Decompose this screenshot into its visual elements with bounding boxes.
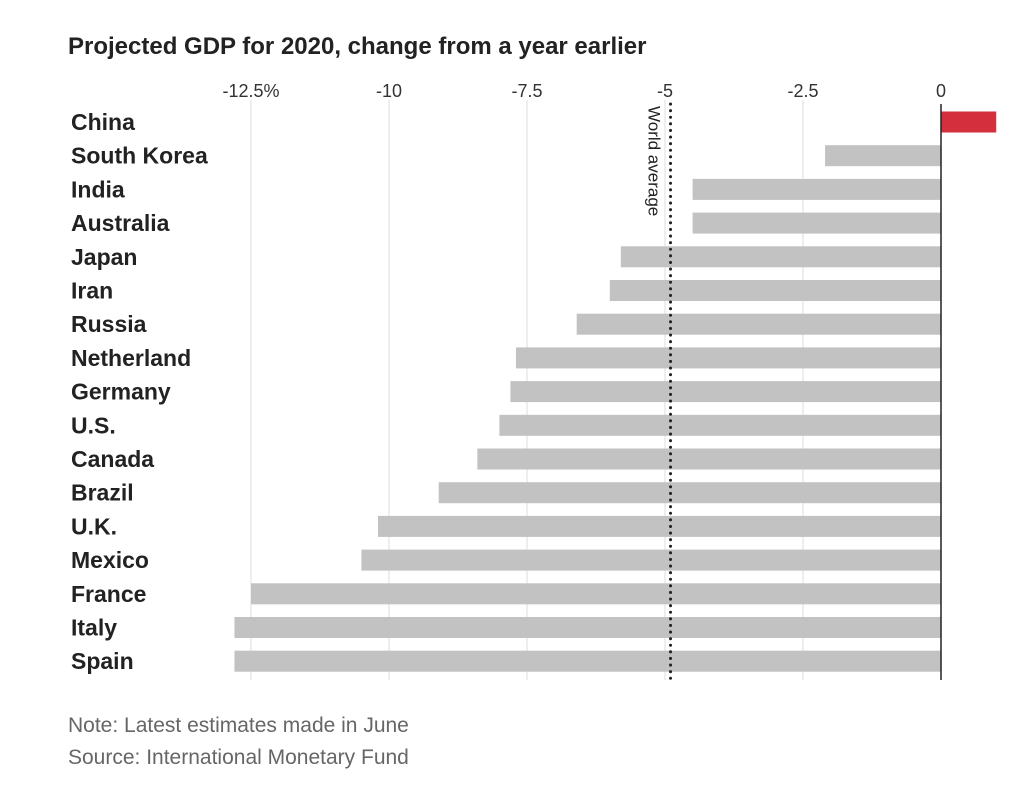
category-label: Japan bbox=[71, 244, 137, 270]
bar-australia bbox=[692, 212, 941, 234]
world-average-reference: World average bbox=[645, 102, 673, 682]
category-label: South Korea bbox=[71, 143, 208, 169]
bar-india bbox=[692, 178, 941, 200]
bar-germany bbox=[510, 381, 941, 403]
category-label: Mexico bbox=[71, 547, 149, 573]
bar-china bbox=[941, 111, 997, 133]
bar-u-k bbox=[377, 515, 942, 537]
bar-canada bbox=[477, 448, 941, 470]
x-tick-label: -12.5% bbox=[222, 81, 279, 101]
x-tick-label: -5 bbox=[657, 81, 673, 101]
x-tick-label: -2.5 bbox=[787, 81, 818, 101]
bar-netherland bbox=[515, 347, 941, 369]
category-labels: China South Korea India Australia Japan Iran R… bbox=[71, 109, 208, 674]
source-text: Source: International Monetary Fund bbox=[68, 746, 409, 769]
category-label: India bbox=[71, 176, 125, 202]
bar-u-s bbox=[499, 414, 941, 436]
category-label: Iran bbox=[71, 278, 113, 304]
x-axis-ticks: -12.5% -10 -7.5 -5 -2.5 0 bbox=[222, 81, 946, 101]
x-tick-label: 0 bbox=[936, 81, 946, 101]
category-label: Brazil bbox=[71, 480, 134, 506]
category-label: Spain bbox=[71, 648, 134, 674]
note-text: Note: Latest estimates made in June bbox=[68, 714, 409, 737]
bar-italy bbox=[234, 617, 941, 638]
category-label: Russia bbox=[71, 311, 147, 337]
x-tick-label: -10 bbox=[376, 81, 402, 101]
category-label: France bbox=[71, 581, 146, 607]
category-label: China bbox=[71, 109, 135, 135]
bar-japan bbox=[620, 246, 941, 268]
bar-spain bbox=[234, 650, 941, 672]
world-average-label: World average bbox=[645, 106, 664, 216]
category-label: Australia bbox=[71, 210, 170, 236]
bars bbox=[234, 111, 997, 672]
category-label: Canada bbox=[71, 446, 154, 472]
category-label: Italy bbox=[71, 615, 117, 641]
category-label: U.K. bbox=[71, 513, 117, 539]
bar-chart: -12.5% -10 -7.5 -5 -2.5 0 China South Korea Ind… bbox=[71, 81, 997, 682]
bar-france bbox=[251, 583, 941, 605]
bar-mexico bbox=[361, 549, 941, 571]
bar-russia bbox=[576, 313, 941, 335]
category-label: Netherland bbox=[71, 345, 191, 371]
bar-south-korea bbox=[825, 145, 941, 167]
bar-brazil bbox=[438, 482, 941, 504]
chart-title: Projected GDP for 2020, change from a ye… bbox=[68, 33, 647, 60]
bar-iran bbox=[609, 280, 941, 301]
x-tick-label: -7.5 bbox=[511, 81, 542, 101]
category-label: U.S. bbox=[71, 412, 116, 438]
category-label: Germany bbox=[71, 379, 171, 405]
